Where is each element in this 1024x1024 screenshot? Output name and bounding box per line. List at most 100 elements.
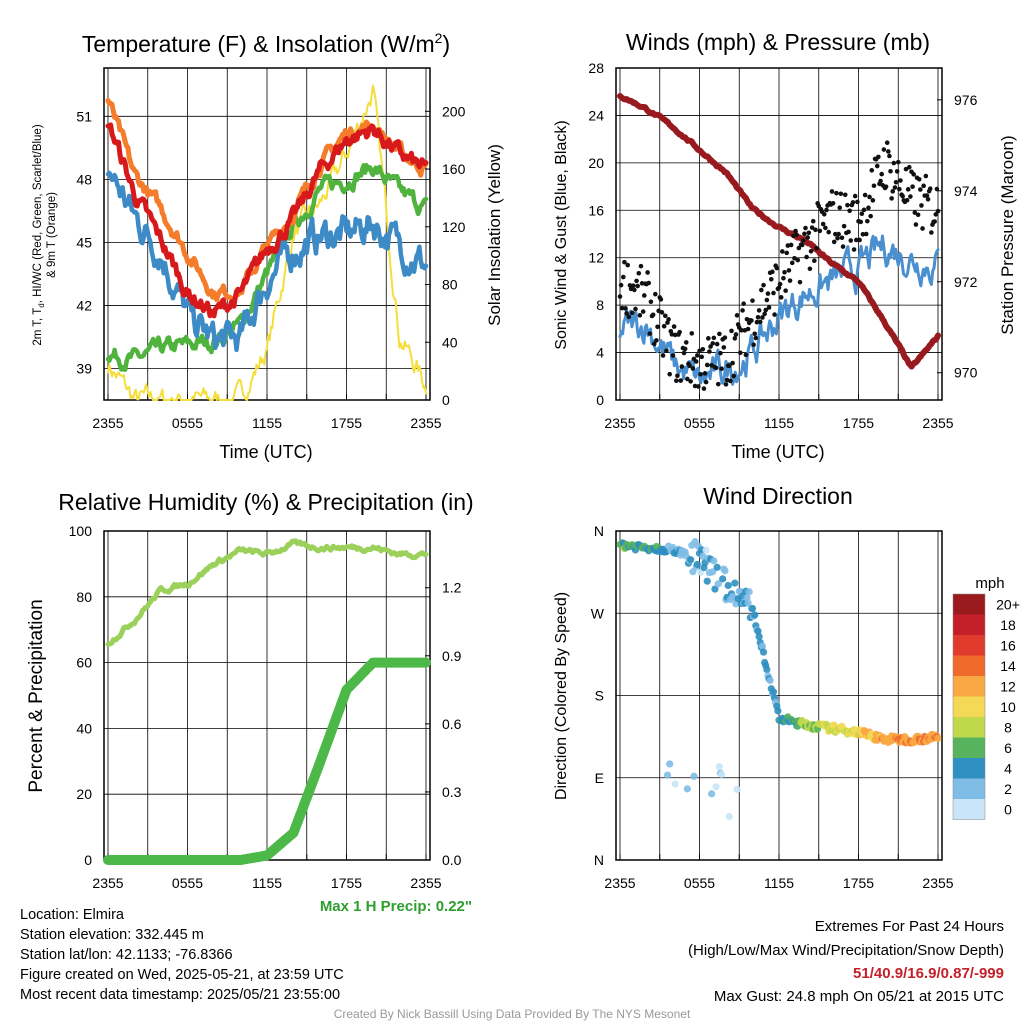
gust-point xyxy=(675,373,680,379)
legend-label: 8 xyxy=(1004,719,1012,735)
gust-point xyxy=(681,350,687,356)
gust-point xyxy=(826,229,831,235)
legend-swatch xyxy=(953,696,985,717)
humidity-ylabel-left: Percent & Precipitation xyxy=(26,599,47,792)
direction-point xyxy=(934,734,942,742)
legend-swatch xyxy=(953,737,985,758)
gust-point xyxy=(913,222,919,227)
info-latlon: Station lat/lon: 42.1133; -76.8366 xyxy=(20,947,233,963)
max-precip-note: Max 1 H Precip: 0.22" xyxy=(320,898,472,915)
gust-point xyxy=(796,245,802,251)
x-tick-label: 1755 xyxy=(331,875,362,891)
gust-point xyxy=(646,280,652,286)
gust-point xyxy=(871,183,877,189)
gust-point xyxy=(670,353,676,358)
gust-point xyxy=(625,262,631,268)
legend-swatch xyxy=(953,778,985,799)
gust-point xyxy=(841,223,847,229)
gust-point xyxy=(703,379,709,385)
gust-point xyxy=(897,186,902,192)
y-tick-label-left: 20 xyxy=(76,786,92,802)
x-tick-label: 2355 xyxy=(922,875,953,891)
y-tick-label-right: 0 xyxy=(442,392,450,408)
y-tick-label-left: 45 xyxy=(76,234,92,250)
gust-point xyxy=(833,231,838,237)
gust-point xyxy=(929,230,934,235)
gust-point xyxy=(802,231,807,237)
legend-swatch xyxy=(953,635,985,656)
winds-title: Winds (mph) & Pressure (mb) xyxy=(626,29,930,55)
gust-point xyxy=(701,386,707,391)
y-tick-label-left: N xyxy=(594,523,604,539)
gust-point xyxy=(888,169,893,174)
gust-point xyxy=(838,191,844,197)
gust-point xyxy=(920,226,925,231)
gust-point xyxy=(878,178,883,184)
gust-point xyxy=(700,347,706,352)
y-tick-label-left: 28 xyxy=(588,60,604,76)
y-tick-label-left: 100 xyxy=(69,523,93,539)
gust-point xyxy=(904,197,910,203)
y-tick-label-right: 0.3 xyxy=(442,784,462,800)
gust-point xyxy=(728,378,733,384)
gust-point xyxy=(648,299,654,305)
gust-point xyxy=(729,328,734,334)
gust-point xyxy=(898,178,903,183)
gust-point xyxy=(859,211,865,217)
direction-point xyxy=(774,707,782,715)
gust-point xyxy=(641,293,647,298)
winds-panel: Winds (mph) & Pressure (mb) Sonic Wind &… xyxy=(553,29,1017,462)
gust-point xyxy=(852,193,858,199)
gust-point xyxy=(722,335,728,340)
gust-point xyxy=(635,283,640,289)
footer-credit: Created By Nick Bassill Using Data Provi… xyxy=(333,1007,691,1021)
gust-point xyxy=(834,190,839,196)
legend-swatch xyxy=(953,676,985,697)
gust-point xyxy=(653,291,658,297)
gust-point xyxy=(772,312,777,317)
gust-point xyxy=(799,242,805,248)
gust-point xyxy=(910,184,915,189)
gust-point xyxy=(934,186,940,192)
direction-point xyxy=(712,783,720,791)
gust-point xyxy=(778,295,784,300)
gust-point xyxy=(717,331,722,337)
gust-point xyxy=(776,285,782,290)
direction-point xyxy=(731,579,739,587)
gust-point xyxy=(868,213,873,219)
gust-point xyxy=(770,269,775,275)
gust-point xyxy=(689,331,695,336)
direction-ylabel-left: Direction (Colored By Speed) xyxy=(553,592,570,800)
y-tick-label-left: 12 xyxy=(588,250,604,266)
direction-point xyxy=(702,546,710,554)
x-tick-label: 1755 xyxy=(843,875,874,891)
gust-point xyxy=(853,237,859,243)
gust-point xyxy=(640,309,646,314)
y-tick-label-right: 160 xyxy=(442,161,466,177)
direction-point xyxy=(671,780,679,788)
precipitation-line xyxy=(103,657,431,865)
legend-title: mph xyxy=(975,575,1004,592)
gust-point xyxy=(633,306,638,312)
gust-point xyxy=(889,196,894,201)
gust-point xyxy=(887,153,892,159)
gust-point xyxy=(677,329,682,335)
plot-area-2: 2355 0555 1155 1755 235504812162024289709729… xyxy=(588,60,977,431)
gust-point xyxy=(814,245,819,251)
direction-panel: Wind Direction Direction (Colored By Spe… xyxy=(553,483,1020,820)
gust-point xyxy=(842,192,848,198)
x-tick-label: 1155 xyxy=(764,875,794,891)
gust-point xyxy=(921,183,926,189)
legend-label: 6 xyxy=(1004,740,1012,756)
info-elevation: Station elevation: 332.445 m xyxy=(20,927,204,943)
x-tick-label: 2355 xyxy=(92,415,123,431)
direction-point xyxy=(745,588,753,596)
gust-point xyxy=(855,199,860,205)
gust-point xyxy=(662,313,668,319)
gust-point xyxy=(787,278,793,283)
gust-point xyxy=(866,205,871,211)
gust-point xyxy=(869,168,875,173)
legend-label: 2 xyxy=(1004,781,1012,797)
gust-point xyxy=(783,288,788,293)
extremes-subtitle: (High/Low/Max Wind/Precipitation/Snow De… xyxy=(688,942,1004,959)
